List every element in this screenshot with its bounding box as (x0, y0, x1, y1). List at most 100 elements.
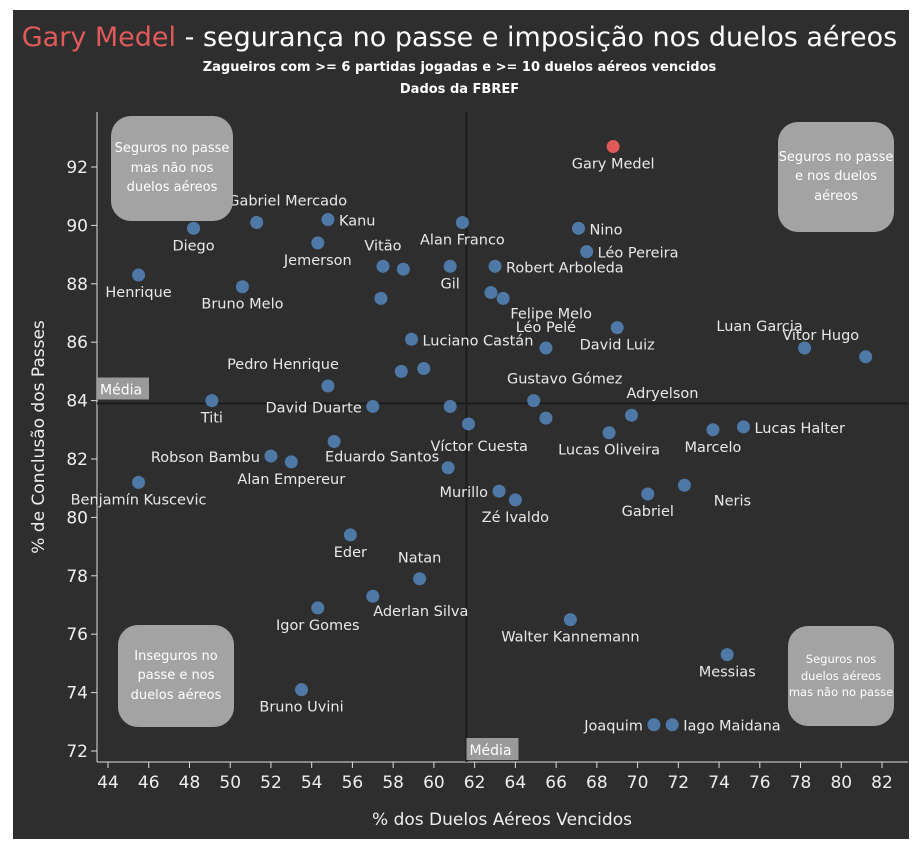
point-label: Henrique (105, 285, 171, 301)
point-label: Nino (590, 222, 623, 238)
x-tick-label: 46 (138, 773, 160, 793)
y-tick-label: 72 (66, 742, 88, 762)
data-point (417, 361, 431, 375)
data-point (580, 245, 594, 259)
point-label: Walter Kannemann (501, 630, 639, 646)
point-label: Jemerson (283, 253, 352, 269)
title-highlight: Gary Medel (21, 22, 177, 53)
data-point (376, 259, 390, 273)
title-rest: - segurança no passe e imposição nos due… (176, 22, 898, 53)
data-point (484, 286, 498, 300)
data-point (441, 461, 455, 475)
point-label: Víctor Cuesta (430, 439, 527, 455)
point-label: Robert Arboleda (506, 260, 624, 276)
x-tick-label: 72 (667, 773, 689, 793)
x-tick-label: 60 (423, 773, 445, 793)
x-tick-label: 76 (749, 773, 771, 793)
data-point (508, 493, 522, 507)
point-label: Murillo (439, 485, 488, 501)
y-axis-title: % de Conclusão dos Passes (29, 320, 49, 554)
data-point (321, 213, 335, 227)
data-point (396, 262, 410, 276)
quadrant-label-bottom-right: Seguros nos duelos aéreos mas não no pas… (788, 626, 894, 726)
y-tick-label: 84 (66, 392, 88, 412)
point-label: Messias (699, 665, 756, 681)
data-point (295, 683, 308, 697)
data-point (250, 215, 264, 229)
point-label: Marcelo (685, 440, 742, 456)
x-tick-label: 58 (382, 773, 404, 793)
x-tick-label: 66 (545, 773, 567, 793)
data-point (443, 399, 457, 413)
point-label: Léo Pereira (598, 246, 679, 262)
data-point (606, 140, 620, 154)
x-axis-title: % dos Duelos Aéreos Vencidos (372, 810, 632, 830)
data-point (492, 484, 506, 498)
point-label: David Luiz (580, 338, 655, 354)
data-point (602, 426, 616, 440)
point-label: Vitor Hugo (782, 328, 859, 344)
point-label: Eder (334, 545, 367, 561)
data-point (462, 417, 476, 431)
point-label: Alan Franco (420, 232, 505, 248)
x-tick-label: 68 (586, 773, 608, 793)
data-point (539, 341, 553, 355)
point-label: Luciano Castán (422, 333, 533, 349)
point-label: Lucas Oliveira (558, 443, 660, 459)
y-tick-label: 74 (66, 684, 88, 704)
x-tick-label: 56 (342, 773, 364, 793)
data-point (311, 601, 325, 615)
data-point (641, 487, 655, 501)
y-tick-label: 88 (66, 275, 88, 295)
data-point (798, 341, 812, 355)
x-tick-label: 48 (179, 773, 201, 793)
data-point (647, 718, 661, 732)
data-point (527, 394, 541, 408)
x-tick-label: 50 (219, 773, 241, 793)
x-tick-label: 82 (871, 773, 893, 793)
x-tick-label: 62 (464, 773, 486, 793)
point-label: Aderlan Silva (373, 604, 468, 620)
point-label: Vitão (364, 238, 401, 254)
point-label: Gary Medel (572, 157, 655, 173)
point-label: Gil (441, 276, 460, 292)
point-label: Pedro Henrique (227, 357, 339, 373)
data-point (264, 449, 278, 463)
point-label: Benjamín Kuscevic (71, 492, 207, 508)
point-label: Robson Bambu (151, 450, 260, 466)
point-label: Bruno Melo (201, 297, 283, 313)
point-label: Natan (398, 551, 442, 567)
point-label: Iago Maidana (683, 719, 780, 735)
data-point (311, 236, 325, 250)
y-tick-label: 82 (66, 450, 88, 470)
point-label: Zé Ivaldo (482, 510, 549, 526)
y-mean-label-bg (97, 377, 149, 400)
data-point (443, 259, 457, 273)
data-point (720, 648, 734, 662)
data-point (455, 215, 469, 229)
y-tick-label: 92 (66, 158, 88, 178)
point-label: David Duarte (265, 400, 361, 416)
point-label: Joaquim (583, 719, 643, 735)
point-label: Léo Pelé (516, 320, 576, 336)
data-point (572, 221, 586, 235)
point-label: Eduardo Santos (325, 449, 439, 465)
point-label: Titi (200, 411, 223, 427)
y-tick-label: 76 (66, 625, 88, 645)
data-point (366, 399, 380, 413)
quadrant-label-top-left: Seguros no passe mas não nos duelos aére… (111, 116, 233, 221)
x-tick-label: 74 (708, 773, 730, 793)
point-label: Kanu (339, 214, 376, 230)
x-tick-label: 80 (830, 773, 852, 793)
data-point (374, 291, 388, 305)
point-label: Alan Empereur (237, 472, 345, 488)
point-label: Lucas Halter (754, 421, 844, 437)
x-tick-label: 70 (627, 773, 649, 793)
point-label: Gabriel Mercado (228, 193, 347, 209)
point-label: Igor Gomes (276, 618, 360, 634)
data-point (132, 475, 146, 489)
quadrant-label-bottom-left: Inseguros no passe e nos duelos aéreos (118, 625, 234, 727)
data-point (488, 259, 502, 273)
x-tick-label: 44 (97, 773, 119, 793)
x-tick-label: 54 (301, 773, 323, 793)
